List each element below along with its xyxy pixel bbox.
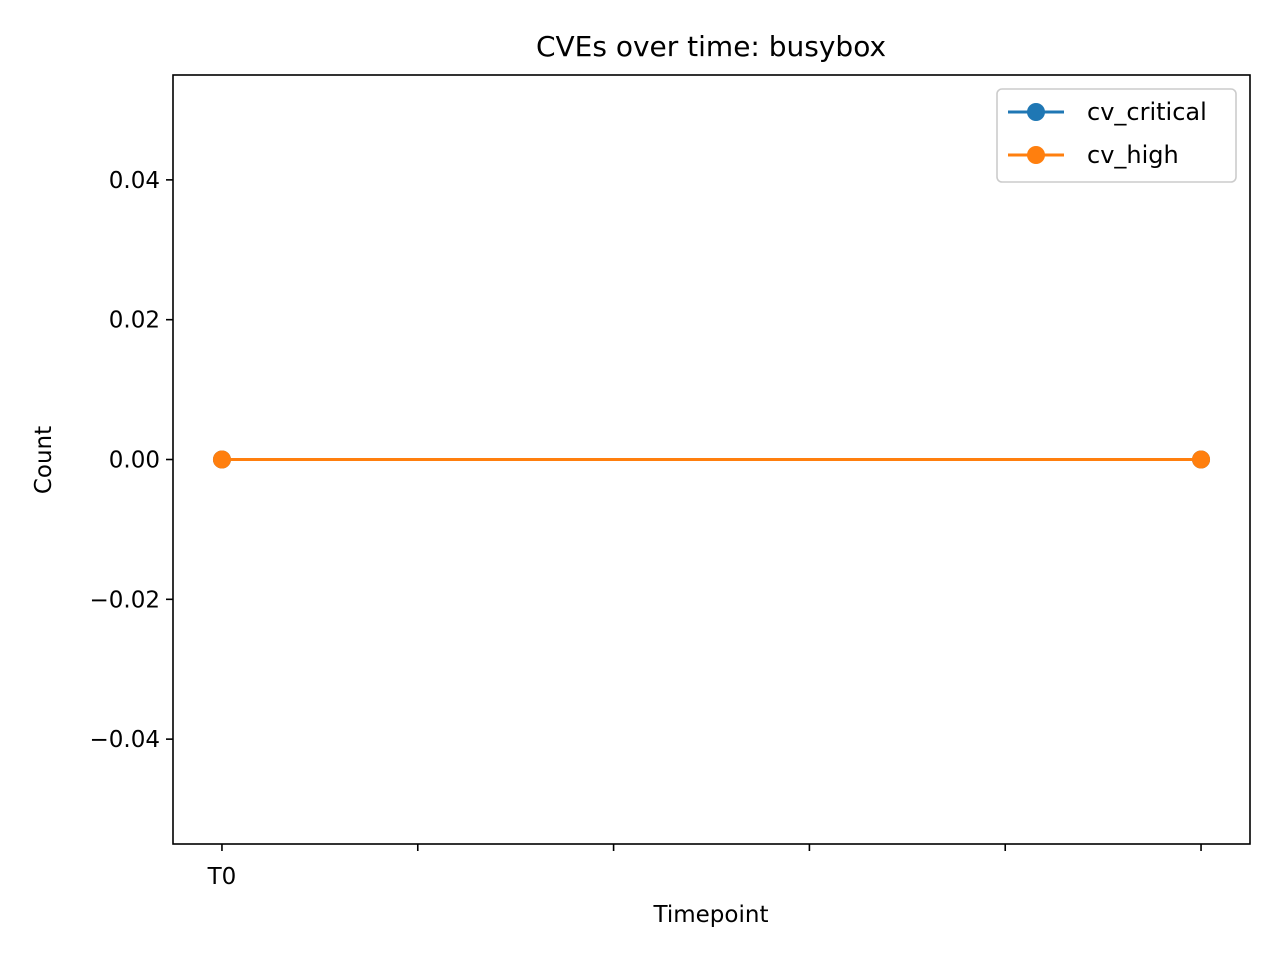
legend: cv_critical cv_high bbox=[996, 88, 1237, 183]
x-axis-label: Timepoint bbox=[653, 902, 769, 928]
y-tick-label: −0.04 bbox=[90, 727, 160, 753]
legend-label-cv_critical: cv_critical bbox=[1087, 98, 1207, 126]
data-point-cv_high-0 bbox=[212, 450, 231, 469]
legend-marker-cv_high bbox=[1027, 146, 1045, 164]
y-tick-label: 0.00 bbox=[109, 448, 160, 474]
x-tick-label: T0 bbox=[207, 864, 237, 890]
legend-marker-cv_critical bbox=[1027, 103, 1045, 121]
legend-label-cv_high: cv_high bbox=[1087, 141, 1179, 169]
y-tick-label: −0.02 bbox=[90, 587, 160, 613]
y-tick-label: 0.02 bbox=[109, 308, 160, 334]
data-point-cv_high-1 bbox=[1192, 450, 1211, 469]
plot-area: 0.04 0.02 0.00 −0.02 −0.04 T0 bbox=[90, 74, 1251, 890]
y-tick-label: 0.04 bbox=[109, 168, 160, 194]
y-axis-label: Count bbox=[31, 426, 57, 494]
chart-title: CVEs over time: busybox bbox=[536, 30, 886, 63]
